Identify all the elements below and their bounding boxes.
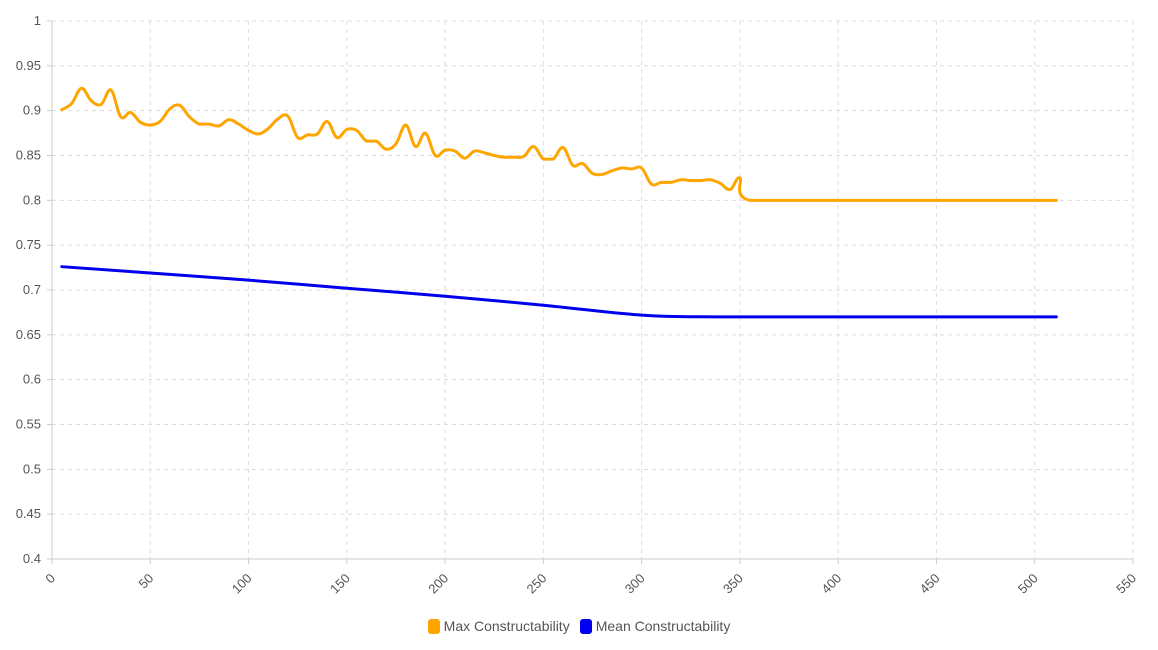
x-tick-label: 350 [720, 571, 746, 597]
y-tick-label: 0.55 [16, 417, 41, 432]
x-tick-label: 400 [818, 571, 844, 597]
y-tick-label: 0.4 [23, 551, 41, 566]
series-line-mean-constructability[interactable] [60, 265, 1058, 319]
x-tick-label: 0 [42, 571, 58, 587]
y-tick-label: 0.85 [16, 148, 41, 163]
x-tick-label: 250 [524, 571, 550, 597]
x-tick-label: 150 [327, 571, 353, 597]
series-lines [60, 86, 1058, 319]
x-tick-label: 50 [136, 571, 157, 592]
legend: Max Constructability Mean Constructabili… [0, 618, 1158, 634]
legend-label-mean: Mean Constructability [595, 618, 731, 634]
x-tick-label: 300 [622, 571, 648, 597]
y-tick-label: 0.5 [23, 461, 41, 476]
legend-swatch-max [427, 618, 440, 634]
legend-item-mean[interactable]: Mean Constructability [579, 618, 731, 634]
y-tick-label: 0.95 [16, 58, 41, 73]
y-tick-label: 0.6 [23, 372, 41, 387]
y-tick-label: 0.7 [23, 282, 41, 297]
x-tick-label: 450 [917, 571, 943, 597]
legend-item-max[interactable]: Max Constructability [427, 618, 570, 634]
legend-label-max: Max Constructability [443, 618, 570, 634]
y-tick-label: 0.65 [16, 327, 41, 342]
x-tick-label: 500 [1015, 571, 1041, 597]
line-chart: 0 50 100 150 200 250 300 350 400 450 500 550 0.40.4… [16, 13, 1139, 596]
grid-lines [52, 20, 1134, 559]
x-tick-label: 200 [425, 571, 451, 597]
y-tick-label: 0.8 [23, 192, 41, 207]
y-tick-label: 0.75 [16, 237, 41, 252]
series-line-max-constructability[interactable] [60, 86, 1058, 202]
y-tick-label: 0.45 [16, 506, 41, 521]
x-tick-label: 100 [229, 571, 255, 597]
y-tick-label: 1 [34, 13, 41, 28]
x-axis-ticks: 0 50 100 150 200 250 300 350 400 450 500 550 [42, 559, 1139, 596]
y-tick-label: 0.9 [23, 103, 41, 118]
legend-swatch-mean [579, 618, 592, 634]
x-tick-label: 550 [1113, 571, 1139, 597]
y-axis-ticks: 0.4 0.45 0.5 0.55 0.6 0.65 0.7 0.75 0.8 0.85 0.9 0.… [16, 13, 52, 566]
